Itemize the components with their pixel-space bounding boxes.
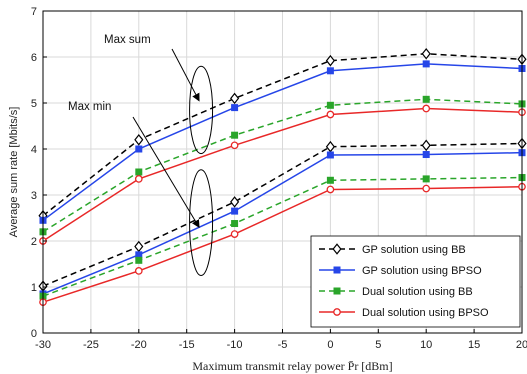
series-line [42, 176, 523, 297]
series-0 [38, 48, 527, 222]
data-point [134, 240, 144, 253]
data-point [231, 104, 239, 112]
y-tick-label: 0 [31, 328, 37, 340]
data-point [333, 287, 341, 295]
data-point [422, 95, 430, 103]
data-point [326, 110, 335, 119]
data-point [231, 220, 239, 228]
data-point [333, 266, 341, 274]
series-line [42, 151, 523, 295]
data-point [333, 308, 341, 316]
legend-label: Dual solution using BB [362, 286, 473, 298]
annotation-ellipse [189, 65, 214, 155]
series-7 [39, 182, 526, 307]
y-tick-label: 5 [31, 98, 37, 110]
data-point [332, 243, 342, 255]
x-tick-label: 0 [327, 339, 333, 351]
data-point [231, 131, 239, 139]
legend-label: Dual solution using BPSO [362, 307, 489, 319]
legend-item: GP solution using BB [319, 243, 466, 256]
series-line [42, 142, 523, 287]
data-point [325, 140, 335, 153]
data-point [422, 104, 431, 113]
legend-item: Dual solution using BB [319, 286, 473, 298]
legend: GP solution using BB GP solution using BP… [310, 235, 521, 328]
data-point [326, 176, 334, 184]
x-tick-label: -15 [179, 339, 195, 351]
y-tick-label: 3 [31, 190, 37, 202]
x-tick-label: -20 [131, 339, 147, 351]
data-point [230, 92, 240, 105]
y-tick-label: 7 [31, 6, 37, 18]
legend-label: GP solution using BB [362, 244, 466, 256]
data-point [325, 54, 335, 67]
x-tick-label: -25 [83, 339, 99, 351]
x-tick-label: 20 [516, 339, 527, 351]
data-point [135, 168, 143, 176]
y-tick-label: 1 [31, 282, 37, 294]
legend-item: Dual solution using BPSO [319, 307, 489, 319]
data-point [326, 151, 334, 159]
data-point [422, 175, 430, 183]
data-point [135, 256, 143, 264]
data-point [326, 185, 335, 194]
data-point [134, 267, 143, 275]
data-point [135, 145, 143, 153]
y-axis-label: Average sum rate [Mbits/s] [8, 107, 20, 238]
x-axis-label: Maximum transmit relay power P̄r [dBm] [192, 359, 392, 373]
annotations: Max sum Max min [68, 34, 214, 277]
series-line [42, 98, 523, 233]
data-point [422, 184, 431, 193]
data-point [326, 67, 334, 75]
data-point [134, 175, 143, 183]
y-tick-label: 4 [31, 144, 37, 156]
annotation-label: Max sum [104, 34, 151, 46]
x-tick-label: 10 [420, 339, 432, 351]
x-tick-label: -30 [35, 339, 51, 351]
data-point [326, 101, 334, 109]
series-2 [39, 95, 526, 236]
data-point [230, 196, 240, 208]
data-point [421, 48, 431, 60]
y-tick-label: 2 [31, 236, 37, 248]
x-tick-label: 5 [375, 339, 381, 351]
data-point [422, 151, 430, 159]
annotation-ellipse [189, 169, 214, 277]
annotation-arrow [171, 48, 200, 102]
x-tick-label: -10 [227, 339, 243, 351]
x-tick-label: 15 [468, 339, 480, 351]
data-point [422, 60, 430, 68]
annotation-arrow [132, 116, 200, 229]
x-tick-label: -5 [278, 339, 288, 351]
data-point [231, 207, 239, 215]
series-layer [38, 48, 527, 307]
series-line [42, 107, 523, 242]
data-point [421, 139, 431, 152]
legend-label: GP solution using BPSO [362, 265, 482, 277]
tick-layer: -30 -25 -20 -15 -10 -5 0 5 10 15 20 0 1 2 3 4 5 6 7 [31, 6, 527, 351]
data-point [134, 134, 144, 146]
data-point [230, 141, 239, 150]
series-line [42, 185, 523, 303]
data-point [230, 230, 239, 238]
annotation-label: Max min [68, 101, 111, 113]
y-tick-label: 6 [31, 52, 37, 64]
series-line [42, 53, 523, 217]
series-line [42, 63, 523, 221]
legend-item: GP solution using BPSO [319, 265, 482, 277]
